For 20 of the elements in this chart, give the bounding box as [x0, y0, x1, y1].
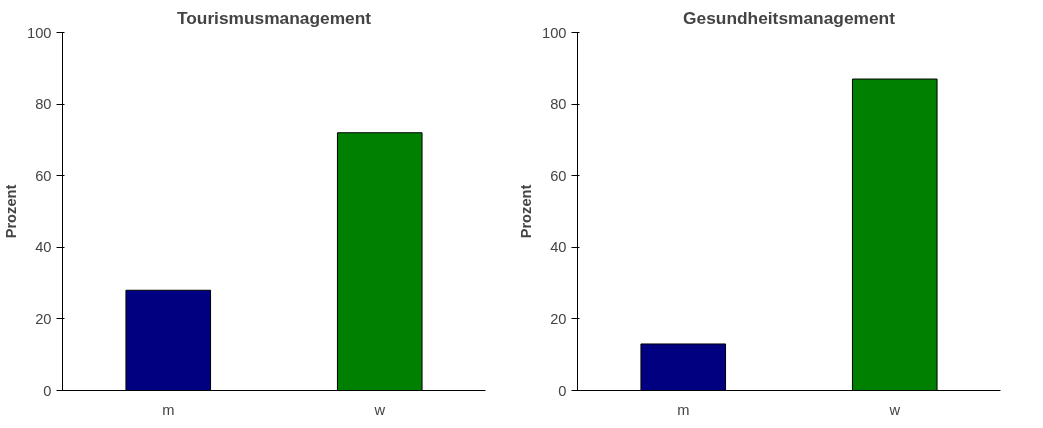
y-tick-label: 80 [550, 96, 567, 113]
x-tick-label: m [162, 401, 175, 418]
y-tick-label: 20 [35, 310, 52, 327]
x-tick-label: w [373, 401, 386, 418]
y-tick-label: 0 [43, 382, 52, 399]
chart-title: Gesundheitsmanagement [683, 7, 896, 28]
y-tick-label: 0 [558, 382, 567, 399]
chart-title: Tourismusmanagement [176, 7, 372, 28]
y-tick-label: 60 [35, 167, 52, 184]
y-tick-label: 20 [550, 310, 567, 327]
y-axis-title: Prozent [3, 184, 20, 239]
x-tick-label: m [677, 401, 690, 418]
y-tick-label: 80 [35, 96, 52, 113]
y-tick-label: 40 [550, 239, 567, 256]
y-tick-label: 60 [550, 167, 567, 184]
y-tick-label: 100 [27, 24, 52, 41]
y-axis-title: Prozent [518, 184, 535, 239]
y-tick-label: 100 [542, 24, 567, 41]
x-tick-label: w [888, 401, 901, 418]
y-tick-label: 40 [35, 239, 52, 256]
